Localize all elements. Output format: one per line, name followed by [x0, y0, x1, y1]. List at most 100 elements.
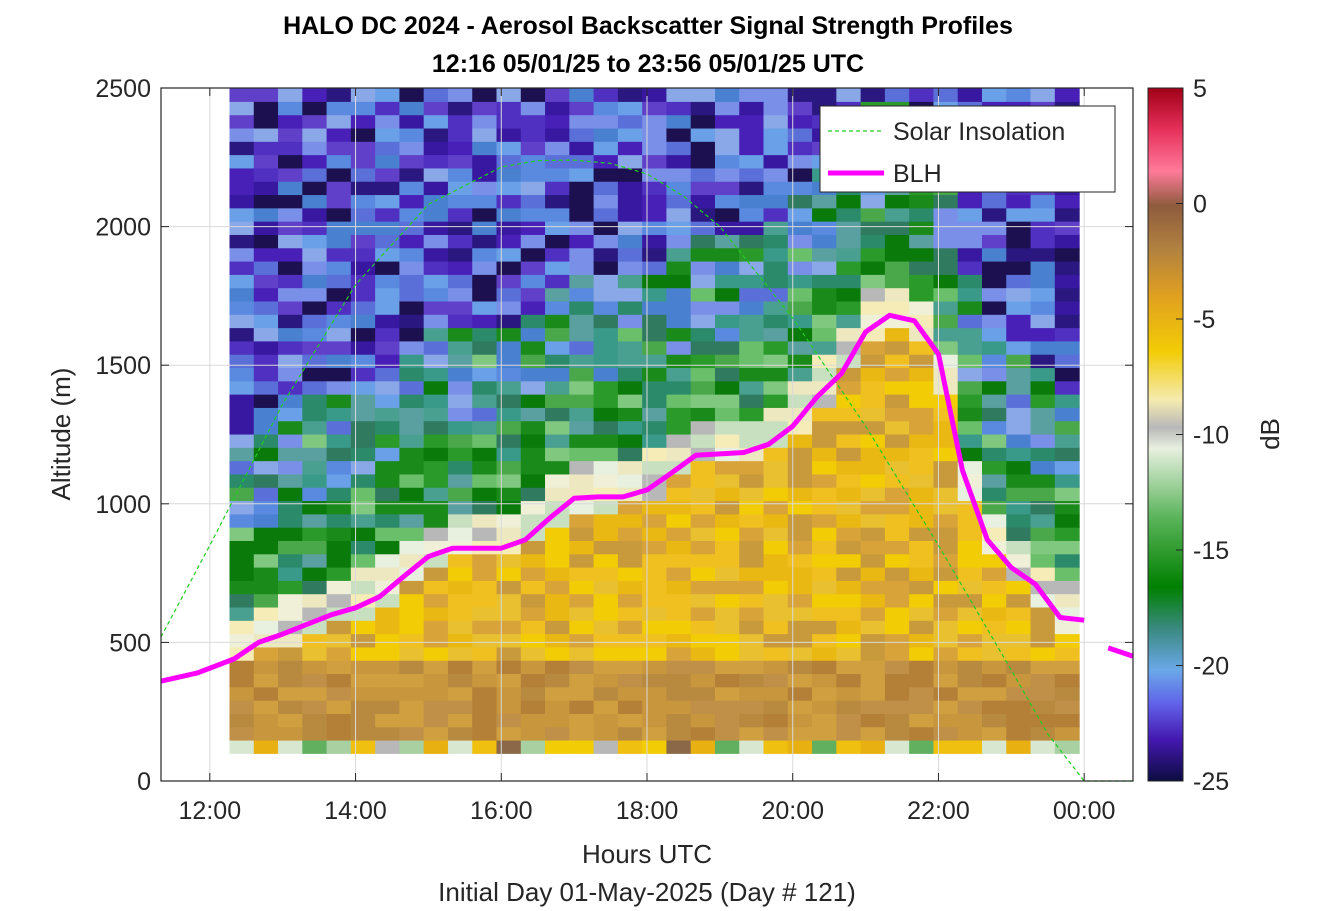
heatmap-cell — [787, 314, 813, 329]
heatmap-cell — [642, 420, 668, 435]
heatmap-cell — [1030, 300, 1056, 315]
heatmap-cell — [302, 181, 328, 196]
heatmap-cell — [472, 274, 498, 289]
heatmap-cell — [229, 433, 255, 448]
heatmap-cell — [909, 726, 935, 741]
heatmap-cell — [617, 567, 643, 581]
heatmap-cell — [326, 540, 352, 555]
heatmap-cell — [278, 181, 303, 196]
heatmap-cell — [1030, 620, 1056, 635]
heatmap-cell — [545, 407, 570, 422]
heatmap-cell — [326, 114, 352, 129]
heatmap-cell — [472, 88, 498, 102]
heatmap-cell — [884, 88, 910, 102]
heatmap-cell — [739, 234, 765, 249]
blh-line — [160, 312, 1085, 684]
heatmap-cell — [812, 580, 837, 595]
heatmap-cell — [884, 580, 910, 595]
heatmap-cell — [545, 700, 570, 714]
heatmap-cell — [933, 473, 959, 488]
heatmap-cell — [836, 593, 862, 608]
heatmap-cell — [350, 513, 376, 528]
heatmap-cell — [1030, 327, 1056, 342]
colorbar-tick-label: -15 — [1193, 537, 1229, 565]
heatmap-cell — [1030, 540, 1056, 555]
heatmap-cell — [642, 660, 668, 675]
heatmap-cell — [350, 274, 376, 289]
heatmap-cell — [860, 513, 886, 528]
heatmap-cell — [423, 394, 449, 408]
heatmap-cell — [1030, 433, 1056, 448]
heatmap-cell — [375, 606, 401, 621]
heatmap-cell — [423, 234, 449, 249]
heatmap-cell — [545, 660, 570, 675]
heatmap-cell — [496, 713, 522, 728]
heatmap-cell — [981, 407, 1007, 422]
heatmap-cell — [545, 194, 570, 209]
heatmap-cell — [714, 141, 740, 156]
heatmap-cell — [253, 686, 279, 701]
x-tick-label: 16:00 — [470, 797, 533, 825]
heatmap-cell — [812, 700, 837, 714]
heatmap-cell — [812, 447, 837, 462]
heatmap-cell — [642, 247, 668, 262]
heatmap-cell — [423, 327, 449, 342]
heatmap-cell — [302, 88, 328, 102]
heatmap-cell — [326, 274, 352, 289]
heatmap-cell — [763, 513, 789, 528]
heatmap-cell — [326, 154, 352, 169]
heatmap-cell — [350, 127, 376, 142]
heatmap-cell — [617, 221, 643, 235]
heatmap-cell — [302, 593, 328, 608]
heatmap-cell — [666, 380, 692, 395]
heatmap-cell — [1006, 713, 1032, 728]
heatmap-cell — [423, 194, 449, 209]
heatmap-cell — [399, 473, 425, 488]
heatmap-cell — [981, 234, 1007, 249]
heatmap-cell — [739, 553, 765, 568]
heatmap-cell — [423, 274, 449, 289]
heatmap-cell — [812, 194, 837, 209]
heatmap-cell — [545, 540, 570, 555]
heatmap-cell — [787, 181, 813, 196]
heatmap-cell — [981, 327, 1007, 342]
heatmap-cell — [787, 593, 813, 608]
heatmap-cell — [302, 274, 328, 289]
heatmap-cell — [253, 473, 279, 488]
heatmap-cell — [981, 580, 1007, 595]
heatmap-cell — [836, 553, 862, 568]
heatmap-cell — [836, 287, 862, 302]
heatmap-cell — [229, 327, 255, 342]
x-tick-label: 00:00 — [1053, 797, 1116, 825]
heatmap-cell — [617, 580, 643, 595]
heatmap-cell — [763, 287, 789, 302]
heatmap-cell — [981, 700, 1007, 714]
heatmap-cell — [836, 739, 862, 754]
heatmap-cell — [860, 447, 886, 462]
heatmap-cell — [496, 420, 522, 435]
heatmap-cell — [1006, 194, 1032, 209]
heatmap-cell — [496, 567, 522, 581]
heatmap-cell — [350, 367, 376, 382]
heatmap-cell — [423, 620, 449, 635]
heatmap-cell — [253, 660, 279, 675]
heatmap-cell — [520, 700, 546, 714]
heatmap-cell — [302, 633, 328, 648]
heatmap-cell — [278, 194, 303, 209]
heatmap-cell — [302, 726, 328, 741]
heatmap-cell — [253, 513, 279, 528]
heatmap-cell — [496, 487, 522, 502]
heatmap-cell — [1054, 686, 1080, 701]
heatmap-cell — [642, 300, 668, 315]
heatmap-cell — [1006, 221, 1032, 235]
heatmap-cell — [375, 447, 401, 462]
heatmap-cell — [909, 620, 935, 635]
heatmap-cell — [666, 181, 692, 196]
heatmap-cell — [666, 260, 692, 275]
heatmap-cell — [763, 660, 789, 675]
heatmap-cell — [253, 194, 279, 209]
heatmap-cell — [545, 287, 570, 302]
heatmap-cell — [496, 221, 522, 235]
heatmap-cell — [569, 739, 595, 754]
heatmap-cell — [933, 593, 959, 608]
